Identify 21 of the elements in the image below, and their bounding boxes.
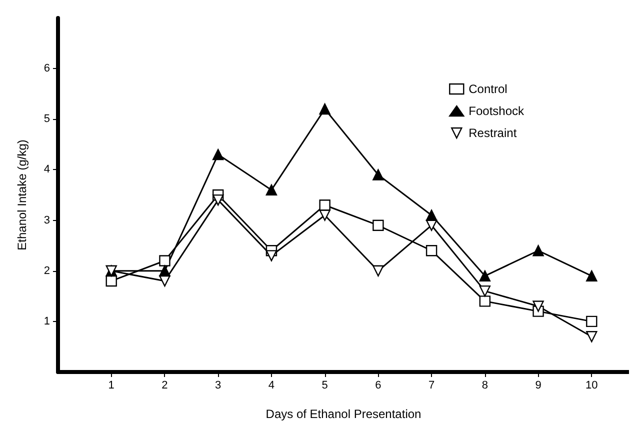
x-tick-label: 1 <box>108 380 114 392</box>
x-tick-label: 3 <box>215 380 222 392</box>
legend-label: Footshock <box>468 104 525 118</box>
x-axis-title: Days of Ethanol Presentation <box>266 407 422 421</box>
x-tick-label: 2 <box>162 380 168 392</box>
x-tick-label: 5 <box>322 380 328 392</box>
y-tick-label: 3 <box>44 214 50 226</box>
x-tick-label: 7 <box>428 380 435 392</box>
legend-label: Control <box>468 82 508 96</box>
y-tick-label: 6 <box>44 62 50 75</box>
x-tick-label: 8 <box>482 380 488 392</box>
legend-label: Restraint <box>468 126 518 140</box>
x-tick-label: 6 <box>375 380 382 392</box>
y-tick-label: 2 <box>44 264 50 277</box>
x-tick-label: 9 <box>535 380 542 392</box>
y-tick-label: 5 <box>44 113 50 126</box>
x-tick-label: 10 <box>586 380 598 392</box>
x-tick-label: 4 <box>268 380 275 392</box>
y-tick-label: 4 <box>44 164 50 176</box>
y-axis-title: Ethanol Intake (g/kg) <box>15 140 29 250</box>
y-tick-label: 1 <box>44 315 50 328</box>
